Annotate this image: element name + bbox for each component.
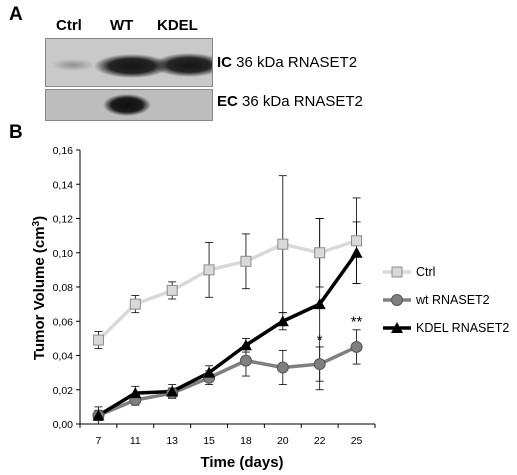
- data-point-wt: [391, 294, 403, 306]
- x-tick-label: 22: [314, 435, 326, 447]
- y-tick-label: 0,08: [53, 282, 74, 294]
- y-tick-label: 0,06: [53, 316, 74, 328]
- y-axis-label-sup: 3: [31, 220, 42, 226]
- y-axis-label: Tumor Volume (cm3): [31, 216, 49, 360]
- significance-marker: *: [317, 332, 323, 349]
- data-point-ctrl: [166, 284, 178, 296]
- data-point-kdel: [391, 322, 403, 333]
- data-point-ctrl: [351, 235, 363, 247]
- significance-marker: **: [351, 313, 363, 330]
- series-line: [97, 251, 358, 417]
- lane-label-kdel: KDEL: [157, 17, 198, 34]
- series-markers: [92, 235, 363, 422]
- y-tick-label: 0,00: [53, 419, 74, 431]
- y-axis-label-base: Tumor Volume (cm: [31, 226, 48, 360]
- data-point-kdel: [350, 246, 363, 258]
- x-axis-ticks: 7 11 13 15 18 20 22 25: [79, 424, 376, 447]
- data-point-ctrl: [203, 264, 215, 276]
- y-tick-label: 0,04: [53, 351, 74, 363]
- x-tick-label: 18: [240, 435, 252, 447]
- legend: Ctrl wt RNASET2 KDEL RNASET2: [383, 265, 509, 335]
- blot-ec-text: 36 kDa RNASET2: [242, 93, 363, 110]
- data-point-wt: [276, 361, 289, 374]
- blot-ec-caption: EC 36 kDa RNASET2: [217, 93, 363, 110]
- legend-label: wt RNASET2: [415, 293, 490, 307]
- series-lines: [97, 239, 358, 418]
- blot-ic: [45, 38, 213, 87]
- data-point-ctrl: [391, 266, 403, 278]
- data-point-ctrl: [92, 334, 104, 346]
- blot-ec: [45, 89, 213, 121]
- data-point-ctrl: [314, 247, 326, 259]
- blot-ic-text: 36 kDa RNASET2: [236, 54, 358, 71]
- significance-annotations: ***: [317, 313, 363, 349]
- x-tick-label: 11: [130, 435, 141, 447]
- legend-label: Ctrl: [416, 265, 435, 279]
- y-tick-label: 0,02: [53, 385, 74, 397]
- y-tick-label: 0,16: [53, 145, 74, 157]
- data-point-ctrl: [240, 255, 252, 267]
- panel-b-letter: B: [9, 122, 23, 143]
- data-point-wt: [350, 340, 363, 353]
- y-tick-label: 0,14: [53, 179, 74, 191]
- data-point-kdel: [203, 366, 216, 378]
- data-point-kdel: [129, 387, 142, 399]
- data-point-kdel: [92, 409, 105, 421]
- series-line: [97, 345, 358, 418]
- legend-label: KDEL RNASET2: [416, 321, 509, 335]
- lane-label-ctrl: Ctrl: [56, 17, 82, 34]
- x-axis-label: Time (days): [200, 454, 283, 471]
- x-tick-label: 15: [203, 435, 215, 447]
- blot-ec-tag: EC: [217, 93, 238, 110]
- blot-ic-caption: IC 36 kDa RNASET2: [217, 54, 357, 71]
- series-line: [97, 239, 358, 342]
- y-axis-label-close: ): [31, 216, 48, 221]
- data-point-kdel: [276, 315, 289, 327]
- blot-ic-tag: IC: [217, 54, 232, 71]
- data-point-wt: [239, 354, 252, 367]
- x-tick-label: 25: [351, 435, 363, 447]
- x-tick-label: 13: [166, 435, 178, 447]
- y-axis-ticks: 0,00 0,02 0,04 0,06 0,08 0,10 0,12 0,14 0,16: [53, 145, 80, 431]
- data-point-wt: [313, 358, 326, 371]
- x-tick-label: 20: [277, 435, 289, 447]
- data-point-kdel: [239, 339, 252, 351]
- data-point-kdel: [166, 385, 179, 397]
- panel-a-letter: A: [9, 4, 23, 25]
- data-point-ctrl: [129, 298, 141, 310]
- data-point-ctrl: [277, 238, 289, 250]
- lane-label-wt: WT: [110, 17, 134, 34]
- y-tick-label: 0,10: [53, 248, 74, 260]
- data-point-kdel: [313, 298, 326, 310]
- y-tick-label: 0,12: [53, 214, 74, 226]
- x-tick-label: 7: [96, 435, 102, 447]
